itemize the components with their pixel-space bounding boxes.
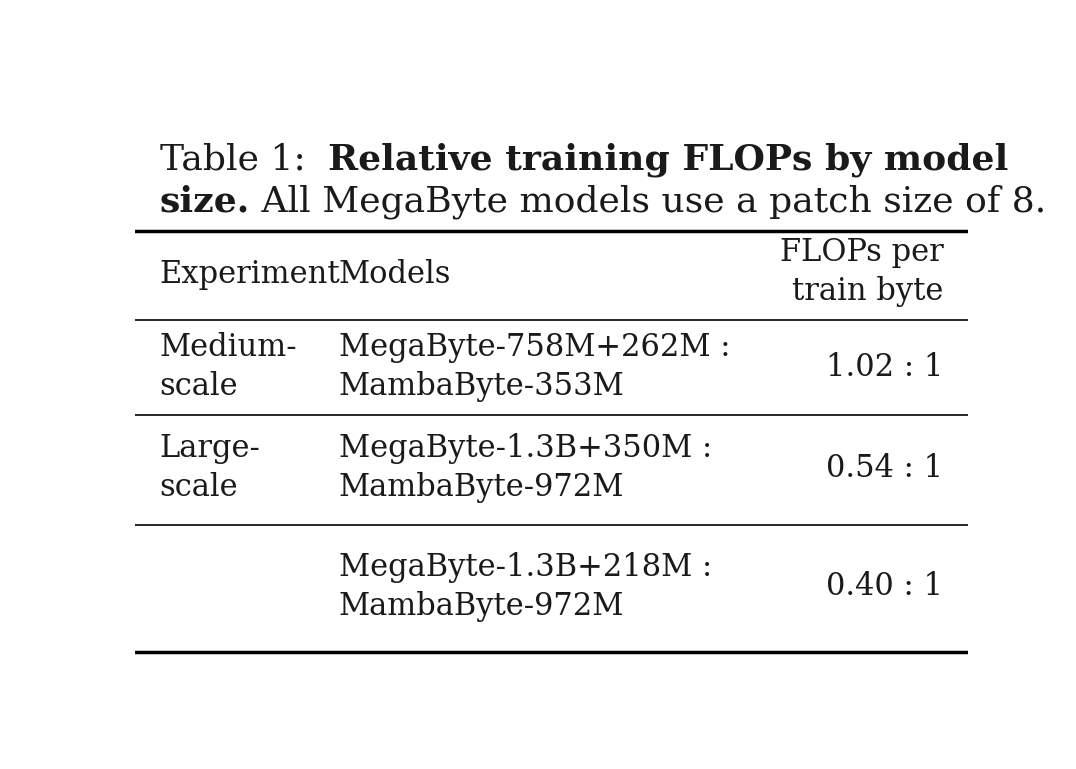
Text: MegaByte-758M+262M :
MambaByte-353M: MegaByte-758M+262M : MambaByte-353M bbox=[339, 332, 731, 402]
Text: MegaByte-1.3B+350M :
MambaByte-972M: MegaByte-1.3B+350M : MambaByte-972M bbox=[339, 433, 712, 504]
Text: 0.40 : 1: 0.40 : 1 bbox=[826, 571, 944, 602]
Text: FLOPs per
train byte: FLOPs per train byte bbox=[780, 238, 944, 307]
Text: Relative training FLOPs by model: Relative training FLOPs by model bbox=[328, 142, 1008, 177]
Text: All MegaByte models use a patch size of 8.: All MegaByte models use a patch size of … bbox=[250, 184, 1046, 218]
Text: Experiment: Experiment bbox=[159, 259, 340, 290]
Text: size.: size. bbox=[159, 184, 250, 218]
Text: 1.02 : 1: 1.02 : 1 bbox=[826, 351, 944, 382]
Text: Large-
scale: Large- scale bbox=[159, 433, 260, 504]
Text: Medium-
scale: Medium- scale bbox=[159, 332, 297, 402]
Text: Table 1:: Table 1: bbox=[159, 142, 328, 177]
Text: Models: Models bbox=[339, 259, 451, 290]
Text: 0.54 : 1: 0.54 : 1 bbox=[826, 453, 944, 484]
Text: MegaByte-1.3B+218M :
MambaByte-972M: MegaByte-1.3B+218M : MambaByte-972M bbox=[339, 551, 712, 622]
